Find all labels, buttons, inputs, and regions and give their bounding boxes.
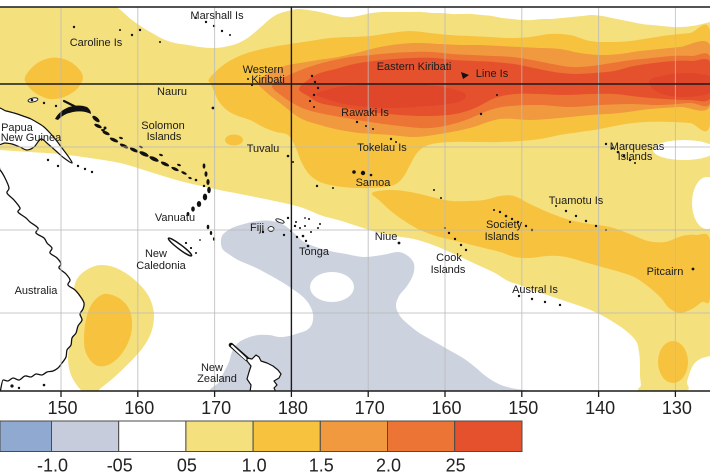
svg-text:25: 25 [446, 456, 466, 473]
svg-text:Marshall Is: Marshall Is [190, 10, 244, 22]
svg-text:Samoa: Samoa [356, 177, 392, 189]
svg-text:-05: -05 [107, 456, 133, 473]
svg-text:Pitcairn: Pitcairn [647, 266, 684, 278]
svg-text:New: New [201, 362, 223, 374]
svg-text:New Guinea: New Guinea [1, 132, 62, 144]
svg-text:Marquesas: Marquesas [610, 141, 665, 153]
svg-text:Fiji: Fiji [250, 222, 264, 234]
svg-text:Rawaki Is: Rawaki Is [341, 107, 389, 119]
svg-text:2.0: 2.0 [376, 456, 401, 473]
svg-text:Niue: Niue [375, 231, 398, 243]
svg-text:-1.0: -1.0 [37, 456, 68, 473]
svg-text:Society: Society [486, 219, 523, 231]
svg-text:Islands: Islands [485, 231, 520, 243]
svg-text:Tokelau Is: Tokelau Is [357, 142, 407, 154]
svg-text:160: 160 [124, 398, 154, 418]
svg-text:Zealand: Zealand [197, 373, 237, 385]
svg-text:180: 180 [278, 398, 308, 418]
svg-text:Caroline Is: Caroline Is [70, 37, 123, 49]
svg-text:170: 170 [201, 398, 231, 418]
svg-text:Tuvalu: Tuvalu [247, 143, 280, 155]
svg-text:Line Is: Line Is [476, 68, 509, 80]
svg-text:05: 05 [177, 456, 197, 473]
svg-text:Tuamotu Is: Tuamotu Is [549, 195, 604, 207]
svg-text:Islands: Islands [147, 131, 182, 143]
svg-text:Cook: Cook [436, 252, 462, 264]
svg-text:Austral Is: Austral Is [512, 284, 558, 296]
svg-text:Vanuatu: Vanuatu [155, 212, 195, 224]
svg-text:Western: Western [243, 64, 284, 76]
svg-text:New: New [145, 248, 167, 260]
svg-text:1.5: 1.5 [309, 456, 334, 473]
svg-text:Solomon: Solomon [141, 120, 184, 132]
svg-text:Eastern Kiribati: Eastern Kiribati [377, 61, 452, 73]
svg-text:150: 150 [47, 398, 77, 418]
svg-text:1.0: 1.0 [242, 456, 267, 473]
svg-text:130: 130 [662, 398, 692, 418]
svg-text:170: 170 [355, 398, 385, 418]
svg-text:Nauru: Nauru [157, 86, 187, 98]
svg-text:160: 160 [431, 398, 461, 418]
svg-text:Islands: Islands [618, 151, 653, 163]
svg-text:Tonga: Tonga [299, 246, 330, 258]
svg-text:Islands: Islands [431, 264, 466, 276]
svg-text:150: 150 [508, 398, 538, 418]
svg-text:Kiribati: Kiribati [251, 74, 285, 86]
svg-text:140: 140 [585, 398, 615, 418]
svg-text:Papua: Papua [1, 122, 34, 134]
svg-text:Caledonia: Caledonia [136, 260, 186, 272]
svg-text:Australia: Australia [15, 285, 59, 297]
